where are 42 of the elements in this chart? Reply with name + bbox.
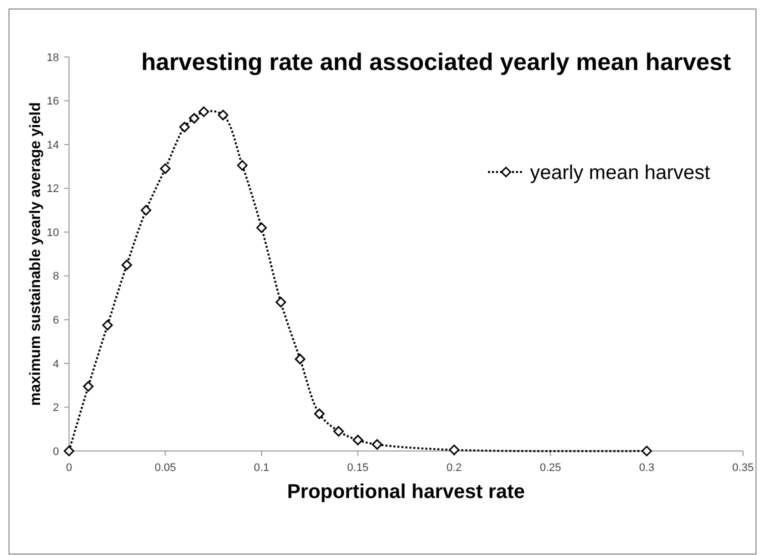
x-tick-label: 0.3 [639, 462, 654, 474]
point [237, 160, 248, 171]
x-tick-label: 0.1 [254, 462, 270, 474]
legend-label: yearly mean harvest [530, 162, 711, 184]
point [641, 446, 652, 456]
x-tick-label: 0.35 [732, 462, 754, 474]
x-tick-label: 0 [66, 462, 72, 474]
point [102, 320, 113, 330]
x-tick-label: 0.2 [446, 462, 462, 474]
point [122, 260, 132, 270]
y-tick-label: 0 [52, 446, 59, 458]
point [198, 106, 210, 117]
x-axis-title: Proportional harvest rate [287, 481, 525, 503]
point [333, 426, 344, 437]
y-tick-label: 16 [46, 96, 59, 108]
point [372, 439, 382, 450]
y-tick-label: 8 [52, 270, 59, 283]
y-tick-label: 18 [46, 52, 59, 64]
point [179, 122, 190, 132]
point [160, 163, 171, 174]
x-tick-label: 0.25 [540, 462, 562, 474]
y-axis-title: maximum sustainable yearly average yield [27, 102, 44, 406]
y-tick-label: 2 [52, 402, 59, 414]
point [140, 204, 152, 216]
y-tick-label: 12 [46, 183, 59, 196]
point [276, 296, 286, 308]
chart-title: harvesting rate and associated yearly mean harvest [141, 49, 731, 76]
y-tick-label: 6 [52, 314, 59, 327]
point [83, 381, 94, 392]
y-tick-label: 10 [46, 226, 59, 239]
point [188, 113, 200, 124]
point [218, 110, 228, 120]
point [448, 444, 460, 456]
x-tick-label: 0.15 [347, 462, 369, 474]
x-tick-label: 0.05 [154, 462, 176, 474]
point [64, 446, 74, 456]
point [256, 222, 267, 233]
point [314, 408, 325, 420]
point [294, 354, 306, 364]
point [352, 434, 364, 446]
y-tick-label: 4 [52, 358, 59, 370]
y-tick-label: 14 [46, 139, 59, 152]
